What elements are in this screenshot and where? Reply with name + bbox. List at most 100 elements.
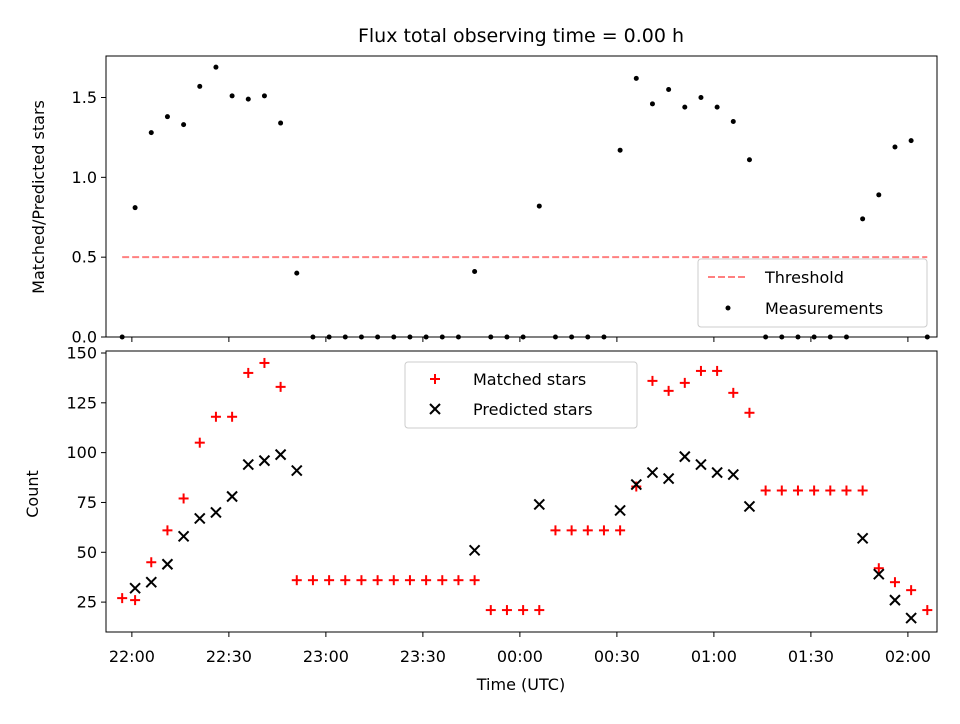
bottom-legend-box — [404, 361, 638, 429]
predicted-star-point — [274, 448, 287, 461]
bottom-y-tick-label: 25 — [77, 593, 97, 612]
legend-matched-marker — [430, 374, 440, 384]
measurement-point — [213, 64, 219, 70]
measurement-point — [682, 104, 688, 110]
matched-star-point — [712, 365, 723, 376]
bottom-x-tick-label: 23:00 — [303, 647, 349, 666]
measurement-point — [164, 114, 170, 120]
top-legend: Threshold Measurements — [697, 258, 928, 328]
measurement-point — [617, 147, 623, 153]
predicted-star-point — [743, 500, 756, 513]
predicted-star-point — [177, 530, 190, 543]
predicted-star-point-b — [161, 558, 174, 570]
predicted-star-point-b — [226, 490, 238, 503]
matched-star-point — [372, 575, 383, 586]
top-y-tick-label: 1.0 — [72, 168, 97, 187]
predicted-star-point-b — [695, 458, 707, 471]
top-panel: Flux total observing time = 0.00 h 0.00.… — [29, 25, 938, 347]
matched-star-point — [146, 557, 157, 568]
predicted-star-point-b — [679, 450, 691, 463]
bottom-x-tick-label: 23:30 — [400, 647, 446, 666]
matched-star-point — [437, 575, 448, 586]
predicted-star-point — [873, 568, 885, 580]
bottom-y-tick-label: 150 — [66, 343, 97, 362]
matched-star-point — [534, 605, 545, 616]
matched-star-point — [453, 575, 464, 586]
top-y-tick-label: 0.5 — [72, 248, 97, 267]
predicted-star-point-b — [194, 512, 206, 525]
predicted-star-point-b — [242, 458, 254, 471]
predicted-star-point — [194, 512, 206, 525]
top-y-ticks: 0.0 0.5 1.0 1.5 — [72, 88, 106, 347]
predicted-star-point-b — [533, 498, 545, 511]
predicted-star-point-b — [210, 506, 222, 519]
matched-star-point — [243, 367, 254, 378]
matched-star-point — [210, 411, 221, 422]
predicted-star-point-b — [129, 582, 141, 594]
matched-star-point — [889, 577, 900, 588]
bottom-y-axis-label: Count — [23, 470, 42, 518]
predicted-star-point — [727, 468, 739, 481]
matched-star-point — [421, 575, 432, 586]
matched-star-point — [178, 493, 189, 504]
measurement-point — [148, 130, 154, 136]
matched-star-point — [469, 575, 480, 586]
matched-star-point — [518, 605, 529, 616]
bottom-x-ticks: 22:00 22:30 23:00 23:30 00:00 00:30 01:00 01:30… — [109, 632, 931, 666]
matched-star-point — [598, 525, 609, 536]
matched-star-point — [695, 365, 706, 376]
predicted-star-point — [889, 594, 901, 606]
measurement-point — [860, 216, 866, 222]
measurement-point — [278, 120, 284, 126]
matched-star-point — [825, 485, 836, 496]
predicted-star-point — [533, 498, 545, 511]
predicted-star-point-b — [630, 478, 642, 491]
matched-star-point — [663, 385, 674, 396]
matched-star-point — [227, 411, 238, 422]
predicted-star-point — [695, 458, 707, 471]
matched-star-point — [744, 407, 755, 418]
predicted-star-point-b — [145, 576, 157, 588]
bottom-x-tick-label: 00:30 — [594, 647, 640, 666]
matched-star-point — [340, 575, 351, 586]
predicted-star-point — [291, 464, 303, 477]
measurement-point — [730, 118, 736, 124]
predicted-star-point — [145, 576, 157, 588]
bottom-x-tick-label: 02:00 — [885, 647, 931, 666]
measurement-point — [472, 269, 478, 275]
measurement-point — [698, 95, 704, 101]
measurement-point — [132, 205, 138, 211]
predicted-star-point-b — [727, 468, 739, 481]
top-axes-frame — [105, 55, 938, 338]
measurement-point — [649, 101, 655, 107]
predicted-star-point-b — [646, 466, 659, 479]
top-y-axis-label: Matched/Predicted stars — [29, 100, 48, 294]
predicted-star-point — [905, 612, 917, 624]
matched-star-point — [485, 605, 496, 616]
predicted-star-point — [242, 458, 254, 471]
measurement-point — [294, 270, 300, 276]
predicted-star-point-b — [889, 594, 901, 606]
predicted-star-point — [468, 544, 481, 556]
predicted-star-point-b — [177, 530, 190, 543]
measurement-point — [746, 157, 752, 163]
x-axis-label: Time (UTC) — [476, 675, 565, 694]
bottom-panel: 25 50 75 100 125 150 22:00 22:30 23:00 23:30 00:0… — [23, 343, 938, 694]
bottom-x-tick-label: 22:30 — [206, 647, 252, 666]
measurement-point — [245, 96, 251, 102]
measurement-point — [892, 144, 898, 150]
matched-star-point — [566, 525, 577, 536]
predicted-star-point-b — [873, 568, 885, 580]
bottom-y-tick-label: 50 — [77, 543, 97, 562]
predicted-star-point — [258, 454, 271, 467]
matched-star-point — [130, 595, 141, 606]
bottom-legend: Matched stars Predicted stars — [404, 361, 638, 429]
predicted-star-point — [856, 532, 869, 545]
predicted-star-point — [614, 504, 626, 517]
matched-star-point — [728, 387, 739, 398]
measurement-point — [714, 104, 720, 110]
matched-star-point — [162, 525, 173, 536]
legend-measurements-swatch — [725, 305, 731, 311]
